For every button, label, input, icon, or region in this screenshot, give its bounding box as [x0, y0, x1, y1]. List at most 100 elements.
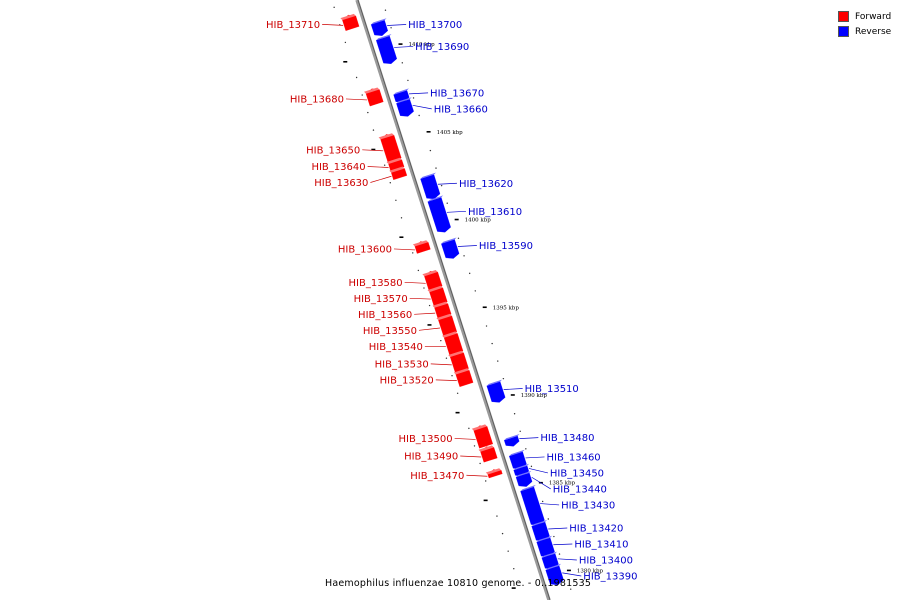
reverse-gene-label: HIB_13510: [525, 384, 579, 395]
minor-tick: [384, 165, 385, 166]
major-tick-label: 1400 kbp: [465, 218, 492, 224]
reverse-gene-label: HIB_13420: [569, 523, 623, 534]
legend-item-reverse: Reverse: [838, 24, 891, 39]
forward-gene-block: [381, 134, 402, 162]
legend-label-reverse: Reverse: [855, 27, 891, 37]
minor-tick: [395, 200, 396, 201]
reverse-gene-leader: [529, 468, 548, 472]
forward-gene-leader: [405, 282, 426, 283]
minor-tick: [491, 343, 492, 344]
forward-gene-leader: [455, 438, 476, 439]
forward-gene-leader: [419, 328, 440, 330]
minor-tick: [513, 568, 514, 569]
minor-tick: [390, 182, 391, 183]
forward-gene-label: HIB_13630: [314, 178, 368, 189]
reverse-gene-leader: [540, 504, 559, 505]
legend: Forward Reverse: [838, 9, 891, 39]
minor-tick: [333, 7, 334, 8]
minor-tick: [390, 27, 391, 28]
forward-gene-label: HIB_13560: [358, 310, 412, 321]
minor-tick: [413, 97, 414, 98]
minor-tick: [412, 252, 413, 253]
forward-gene-label: HIB_13520: [380, 375, 434, 386]
genome-caption: Haemophilus influenzae 10810 genome. - 0…: [325, 578, 591, 589]
reverse-gene-leader: [558, 559, 577, 560]
minor-tick: [520, 431, 521, 432]
forward-gene-label: HIB_13650: [306, 145, 360, 156]
minor-tick: [435, 167, 436, 168]
forward-gene-leader: [394, 249, 415, 250]
minor-tick: [430, 150, 431, 151]
minor-tick: [429, 305, 430, 306]
forward-gene-label: HIB_13500: [398, 434, 452, 445]
minor-tick: [468, 428, 469, 429]
minor-tick: [507, 550, 508, 551]
minor-tick: [402, 62, 403, 63]
forward-gene-leader: [460, 456, 481, 457]
major-tick-label: 1405 kbp: [437, 130, 464, 136]
minor-tick: [475, 290, 476, 291]
minor-tick: [446, 357, 447, 358]
reverse-gene-leader: [548, 528, 567, 529]
reverse-gene-label: HIB_13670: [430, 88, 484, 99]
reverse-gene-block: [376, 36, 397, 64]
forward-gene-leader: [346, 99, 367, 100]
reverse-gene-leader: [387, 24, 406, 25]
forward-gene-leader: [368, 166, 389, 167]
minor-tick: [485, 480, 486, 481]
reverse-gene-leader: [526, 457, 545, 458]
forward-gene-leader: [414, 313, 435, 314]
minor-tick: [525, 448, 526, 449]
minor-tick: [531, 466, 532, 467]
minor-tick: [479, 463, 480, 464]
reverse-gene-label: HIB_13620: [459, 179, 513, 190]
forward-gene-label: HIB_13490: [404, 451, 458, 462]
minor-tick: [457, 393, 458, 394]
minor-tick: [451, 375, 452, 376]
minor-tick: [542, 501, 543, 502]
forward-gene-label: HIB_13600: [338, 244, 392, 255]
forward-gene-leader: [466, 475, 487, 476]
minor-tick: [496, 515, 497, 516]
reverse-gene-label: HIB_13590: [479, 241, 533, 252]
reverse-gene-leader: [447, 211, 466, 212]
minor-tick: [486, 325, 487, 326]
legend-swatch-forward: [838, 11, 849, 22]
minor-tick: [418, 270, 419, 271]
reverse-gene-label: HIB_13700: [408, 20, 462, 31]
forward-gene-leader: [410, 298, 431, 299]
minor-tick: [367, 112, 368, 113]
forward-gene-leader: [431, 364, 452, 365]
reverse-gene-label: HIB_13480: [540, 433, 594, 444]
forward-gene-label: HIB_13680: [290, 94, 344, 105]
forward-gene-label: HIB_13530: [375, 359, 429, 370]
forward-gene-label: HIB_13570: [354, 294, 408, 305]
forward-gene-label: HIB_13710: [266, 20, 320, 31]
minor-tick: [458, 238, 459, 239]
reverse-gene-leader: [458, 246, 477, 247]
reverse-gene-label: HIB_13610: [468, 207, 522, 218]
reverse-gene-label: HIB_13430: [561, 500, 615, 511]
legend-item-forward: Forward: [838, 9, 891, 24]
reverse-gene-leader: [409, 93, 428, 94]
minor-tick: [553, 536, 554, 537]
reverse-gene-leader: [519, 438, 538, 439]
minor-tick: [514, 413, 515, 414]
minor-tick: [559, 553, 560, 554]
reverse-gene-leader: [438, 183, 457, 184]
reverse-gene-label: HIB_13400: [579, 555, 633, 566]
minor-tick: [503, 378, 504, 379]
reverse-gene-leader: [532, 477, 551, 489]
minor-tick: [447, 203, 448, 204]
reverse-gene-block: [421, 175, 441, 199]
minor-tick: [441, 185, 442, 186]
forward-gene-label: HIB_13580: [349, 278, 403, 289]
minor-tick: [497, 360, 498, 361]
minor-tick: [440, 340, 441, 341]
reverse-gene-label: HIB_13460: [547, 452, 601, 463]
minor-tick: [474, 445, 475, 446]
reverse-gene-label: HIB_13440: [553, 484, 607, 495]
forward-gene-label: HIB_13640: [311, 162, 365, 173]
